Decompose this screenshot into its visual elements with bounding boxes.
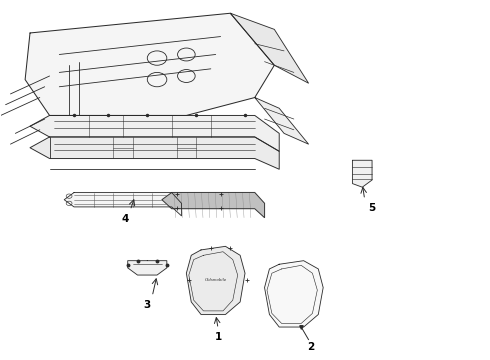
Text: 1: 1: [215, 332, 222, 342]
Polygon shape: [30, 137, 279, 169]
Polygon shape: [162, 193, 265, 218]
Polygon shape: [265, 261, 323, 327]
Polygon shape: [230, 13, 309, 83]
Text: 4: 4: [122, 214, 129, 224]
Polygon shape: [64, 193, 181, 216]
Polygon shape: [352, 160, 372, 187]
Polygon shape: [186, 246, 245, 315]
Text: 3: 3: [144, 300, 151, 310]
Polygon shape: [255, 98, 309, 144]
Polygon shape: [25, 13, 274, 116]
Text: 2: 2: [307, 342, 315, 352]
Polygon shape: [30, 116, 279, 151]
Text: Oldsmobile: Oldsmobile: [205, 278, 227, 282]
Polygon shape: [128, 261, 167, 275]
Text: 5: 5: [368, 203, 376, 213]
